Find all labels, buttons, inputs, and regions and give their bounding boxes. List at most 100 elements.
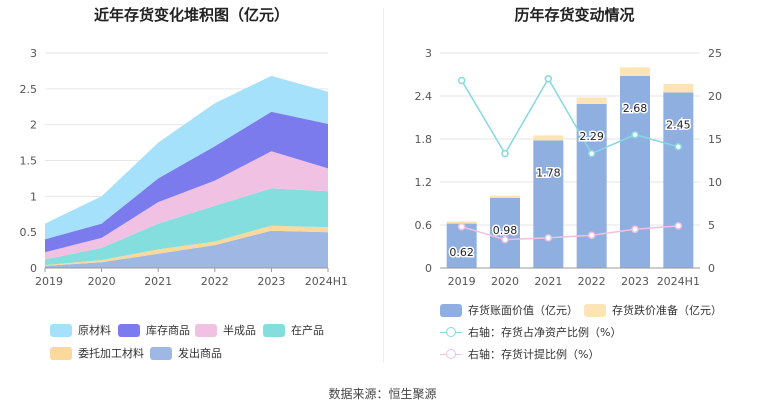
area-series (45, 225, 328, 266)
panel-divider (383, 8, 384, 363)
bar-value-label: 0.98 (493, 224, 518, 237)
line-point (587, 231, 596, 240)
legend-swatch (50, 346, 72, 360)
bar-value-label: 0.62 (449, 246, 474, 259)
legend-swatch (263, 323, 285, 337)
bar-impairment (620, 67, 650, 76)
y-tick-label: 1.8 (415, 133, 433, 146)
bar-value-label: 2.45 (666, 118, 691, 131)
bar-book-value (663, 92, 694, 269)
legend-label: 右轴：存货占净资产比例（%） (468, 326, 622, 339)
x-tick-label: 2021 (144, 275, 172, 288)
line-point (457, 222, 466, 231)
y-tick-label: 0 (30, 262, 37, 275)
bar-impairment (663, 83, 694, 93)
legend-label: 发出商品 (178, 347, 222, 360)
area-series (45, 188, 328, 266)
legend-label: 原材料 (78, 324, 111, 337)
y-tick-label: 2.5 (20, 83, 38, 96)
bar-book-value (490, 197, 520, 268)
bar-book-value (533, 140, 564, 268)
y2-tick-label: 5 (708, 219, 715, 232)
x-tick-label: 2022 (201, 275, 229, 288)
y-tick-label: 0 (425, 262, 432, 275)
legend-label: 委托加工材料 (78, 347, 144, 360)
x-tick-label: 2023 (621, 275, 649, 288)
right-bar-line-chart: 0 0.6 1.2 1.8 2.4 3 0 5 10 15 20 25 2019 2020 2021 2022… (415, 47, 723, 288)
legend-swatch (195, 323, 217, 337)
line-point (544, 234, 553, 242)
left-stacked-area-chart: 0 0.5 1 1.5 2 2.5 3 2019 2020 2021 2022 2023 2024H1 (20, 47, 349, 288)
y2-tick-label: 10 (708, 176, 722, 189)
legend-swatch (584, 303, 606, 317)
left-chart-title: 近年存货变化堆积图（亿元） (93, 6, 289, 24)
y-tick-label: 2 (30, 119, 37, 132)
legend-item-finished-goods[interactable]: 库存商品 (118, 322, 190, 338)
legend-item-semi-finished[interactable]: 半成品 (195, 322, 256, 338)
line-point (674, 222, 683, 230)
line-point (457, 76, 466, 85)
legend-item-consigned-materials[interactable]: 委托加工材料 (50, 345, 144, 361)
area-series (45, 230, 328, 268)
x-tick-label: 2024H1 (657, 275, 700, 288)
legend-line-swatch (440, 326, 462, 339)
y2-tick-label: 0 (708, 262, 715, 275)
right-chart-title: 历年存货变动情况 (514, 6, 635, 24)
area-series (45, 151, 328, 260)
legend-item-goods-shipped[interactable]: 发出商品 (150, 345, 222, 361)
x-tick-label: 2023 (257, 275, 285, 288)
line-point (631, 130, 639, 139)
y2-tick-label: 25 (708, 47, 722, 60)
x-tick-label: 2019 (448, 275, 476, 288)
y-tick-label: 3 (30, 47, 37, 60)
line-point (501, 149, 509, 158)
legend-item-book-value[interactable]: 存货账面价值（亿元） (440, 302, 578, 318)
y-tick-label: 1.5 (20, 155, 38, 168)
bar-value-label: 1.78 (536, 166, 561, 179)
x-tick-label: 2021 (534, 275, 562, 288)
line-point (544, 75, 553, 83)
bar-impairment (533, 135, 564, 141)
legend-label: 库存商品 (146, 324, 190, 337)
line-point (631, 225, 639, 234)
y-tick-label: 3 (425, 47, 432, 60)
legend-label: 半成品 (223, 324, 256, 337)
y2-tick-label: 15 (708, 133, 722, 146)
legend-swatch (440, 303, 462, 317)
legend-label: 在产品 (291, 324, 324, 337)
legend-item-net-asset-ratio[interactable]: 右轴：存货占净资产比例（%） (440, 324, 621, 340)
area-series (45, 111, 328, 253)
legend-item-work-in-progress[interactable]: 在产品 (263, 322, 324, 338)
y-tick-label: 1 (30, 190, 37, 203)
legend-item-raw-materials[interactable]: 原材料 (50, 322, 111, 338)
legend-swatch (50, 323, 72, 337)
bar-impairment (576, 97, 607, 104)
legend-line-swatch (440, 348, 462, 361)
data-source-note: 数据来源：恒生聚源 (328, 387, 437, 401)
x-tick-label: 2020 (88, 275, 116, 288)
x-tick-label: 2019 (35, 275, 63, 288)
line-series (461, 225, 679, 241)
bar-impairment (490, 195, 520, 198)
bar-book-value (620, 75, 650, 268)
bar-book-value (446, 223, 477, 268)
y-tick-label: 0.6 (415, 219, 433, 232)
bar-book-value (576, 103, 607, 268)
x-tick-label: 2020 (491, 275, 519, 288)
y-tick-label: 2.4 (415, 90, 433, 103)
legend-item-provision-ratio[interactable]: 右轴：存货计提比例（%） (440, 346, 599, 362)
y2-tick-label: 20 (708, 90, 722, 103)
legend-item-impairment[interactable]: 存货跌价准备（亿元） (584, 302, 722, 318)
legend-label: 右轴：存货计提比例（%） (468, 348, 600, 361)
y-tick-label: 0.5 (20, 226, 38, 239)
y-tick-label: 1.2 (415, 176, 433, 189)
legend-label: 存货跌价准备（亿元） (612, 304, 722, 317)
legend-label: 存货账面价值（亿元） (468, 304, 578, 317)
x-tick-label: 2024H1 (305, 275, 348, 288)
line-series (461, 77, 679, 156)
bar-value-label: 2.68 (623, 102, 648, 115)
bar-value-label: 2.29 (579, 130, 604, 143)
bar-impairment (446, 221, 477, 224)
area-series (45, 75, 328, 240)
